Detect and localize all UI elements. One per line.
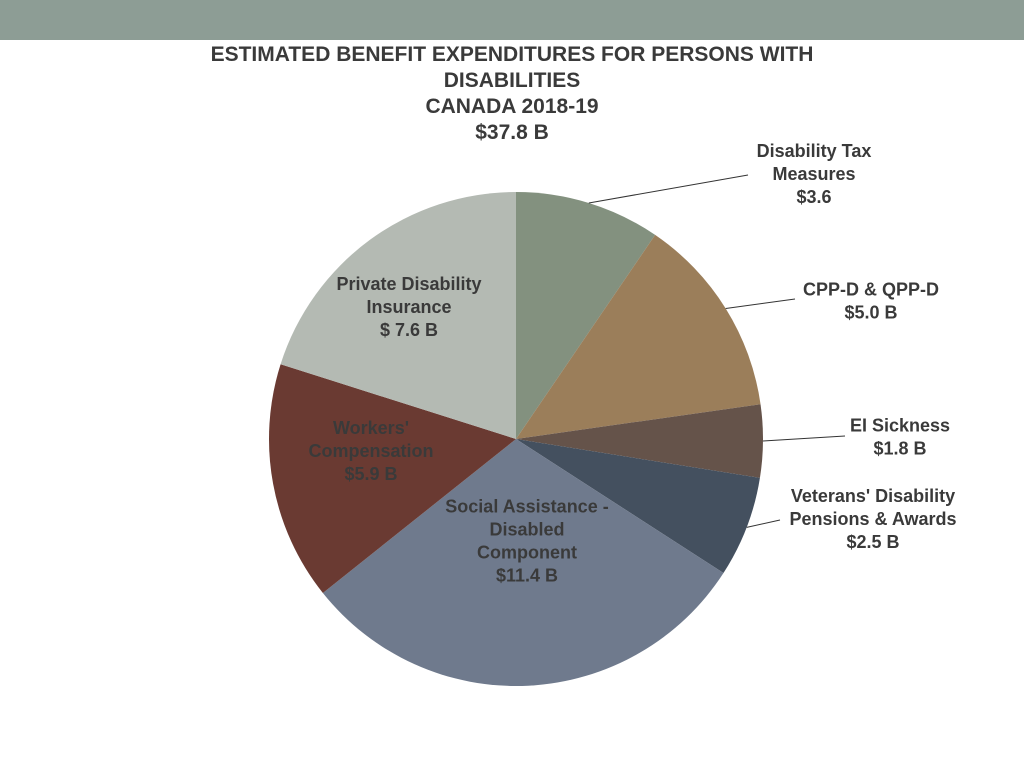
slice-label-line: Measures — [772, 164, 855, 184]
slice-label-social-assistance-disabled-component: Social Assistance - Disabled Component $11.… — [445, 497, 608, 586]
slice-label-line: EI Sickness — [850, 416, 950, 436]
slice-label-line: $3.6 — [796, 187, 831, 207]
leader-line-cpp-d-qpp-d — [725, 298, 796, 309]
slice-label-line: Private Disability — [336, 274, 481, 294]
pie-slice-cpp-d-qpp-d — [516, 234, 761, 439]
slice-label-line: Disabled — [489, 520, 564, 540]
slice-label-veterans-disability-pensions-awards: Veterans' Disability Pensions & Awards $2.… — [789, 486, 956, 552]
pie-slice-veterans-disability-pensions-awards — [516, 439, 760, 574]
slice-label-cpp-d-qpp-d: CPP-D & QPP-D $5.0 B — [803, 280, 939, 323]
slice-label-line: $11.4 B — [496, 566, 558, 586]
pie-slice-private-disability-insurance — [280, 192, 516, 439]
slice-label-line: Veterans' Disability — [791, 486, 955, 506]
leader-line-veterans-disability-pensions-awards — [746, 519, 781, 528]
chart-subtitle: CANADA 2018-19 — [425, 95, 599, 118]
slice-label-line: Pensions & Awards — [789, 509, 956, 529]
chart-total: $37.8 B — [475, 121, 549, 144]
slice-label-line: Disability Tax — [757, 141, 872, 161]
slice-label-line: Insurance — [366, 297, 451, 317]
pie-slice-disability-tax-measures — [516, 192, 656, 439]
chart-title-block: ESTIMATED BENEFIT EXPENDITURES FOR PERSO… — [112, 42, 912, 146]
slice-label-line: $ 7.6 B — [380, 320, 438, 340]
slice-label-line: $5.9 B — [344, 464, 397, 484]
slice-label-disability-tax-measures: Disability Tax Measures $3.6 — [757, 141, 872, 207]
leader-line-disability-tax-measures — [588, 174, 749, 204]
pie-slice-workers-compensation — [269, 364, 516, 594]
header-band — [0, 0, 1024, 40]
slice-label-line: $1.8 B — [873, 439, 926, 459]
leader-line-ei-sickness — [762, 435, 846, 442]
slice-label-line: Workers' — [333, 418, 409, 438]
slice-label-workers-compensation: Workers' Compensation $5.9 B — [308, 418, 433, 484]
chart-title: ESTIMATED BENEFIT EXPENDITURES FOR PERSO… — [210, 43, 814, 92]
slice-label-line: Component — [477, 543, 577, 563]
slice-label-line: CPP-D & QPP-D — [803, 280, 939, 300]
slice-label-line: $5.0 B — [844, 303, 897, 323]
slice-label-private-disability-insurance: Private Disability Insurance $ 7.6 B — [336, 274, 481, 340]
slice-label-ei-sickness: EI Sickness $1.8 B — [850, 416, 950, 459]
pie-slice-social-assistance-disabled-component — [322, 439, 724, 686]
slice-label-line: Compensation — [308, 441, 433, 461]
pie-slice-ei-sickness — [516, 404, 764, 478]
slice-label-line: Social Assistance - — [445, 497, 608, 517]
slice-label-line: $2.5 B — [846, 532, 899, 552]
